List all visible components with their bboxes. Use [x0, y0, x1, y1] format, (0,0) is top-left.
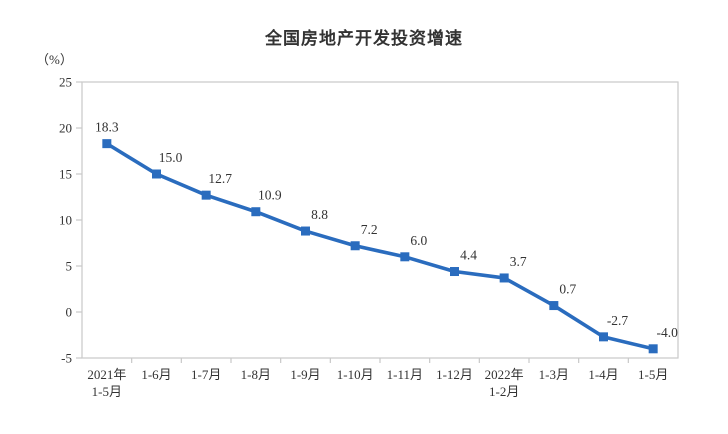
- y-axis-unit-label: （%）: [36, 52, 73, 67]
- data-point-marker: [400, 252, 410, 262]
- y-axis-label: 10: [59, 213, 72, 228]
- y-axis-label: 25: [59, 75, 72, 90]
- x-axis-category-label: 1-10月: [337, 367, 374, 382]
- x-axis-category-label: 2021年 1-5月: [87, 367, 126, 399]
- data-point-marker: [549, 301, 559, 311]
- data-point-marker: [599, 332, 608, 342]
- data-point-label: 7.2: [361, 222, 378, 237]
- data-point-label: 12.7: [208, 171, 232, 186]
- y-axis-label: 15: [59, 167, 72, 182]
- x-axis-category-label: 1-11月: [387, 367, 423, 382]
- data-point-label: 18.3: [95, 120, 119, 135]
- x-axis-category-label: 1-3月: [539, 367, 569, 382]
- x-axis-category-label: 1-8月: [241, 367, 271, 382]
- data-point-marker: [499, 273, 509, 283]
- data-point-label: 4.4: [460, 248, 477, 263]
- data-point-label: -4.0: [656, 325, 678, 340]
- series-line: [105, 142, 654, 351]
- y-axis-label: 20: [59, 121, 72, 136]
- data-point-label: -2.7: [607, 313, 629, 328]
- data-point-label: 15.0: [159, 150, 183, 165]
- y-axis-label: -5: [61, 351, 72, 366]
- data-point-label: 6.0: [410, 233, 427, 248]
- x-axis-category-label: 2022年 1-2月: [485, 367, 524, 399]
- data-point-label: 10.9: [258, 188, 282, 203]
- data-point-label: 8.8: [311, 207, 328, 222]
- data-point-label: 3.7: [510, 254, 527, 269]
- chart-title: 全国房地产开发投资增速: [265, 29, 463, 48]
- data-point-marker: [648, 344, 658, 354]
- x-axis-category-label: 1-12月: [436, 367, 473, 382]
- data-point-marker: [152, 169, 161, 179]
- x-axis-category-label: 1-5月: [638, 367, 668, 382]
- data-point-label: 0.7: [559, 282, 576, 297]
- data-point-marker: [102, 139, 112, 149]
- data-point-marker: [450, 267, 459, 277]
- x-axis-category-label: 1-7月: [191, 367, 221, 382]
- y-axis-label: 0: [66, 305, 73, 320]
- x-axis-category-label: 1-4月: [588, 367, 618, 382]
- plot-border: [81, 81, 679, 359]
- x-axis-category-label: 1-6月: [141, 367, 171, 382]
- data-point-marker: [350, 241, 360, 251]
- y-axis-label: 5: [66, 259, 73, 274]
- data-point-marker: [301, 226, 310, 236]
- data-point-marker: [251, 207, 261, 217]
- data-point-marker: [201, 190, 211, 200]
- x-axis-category-label: 1-9月: [290, 367, 320, 382]
